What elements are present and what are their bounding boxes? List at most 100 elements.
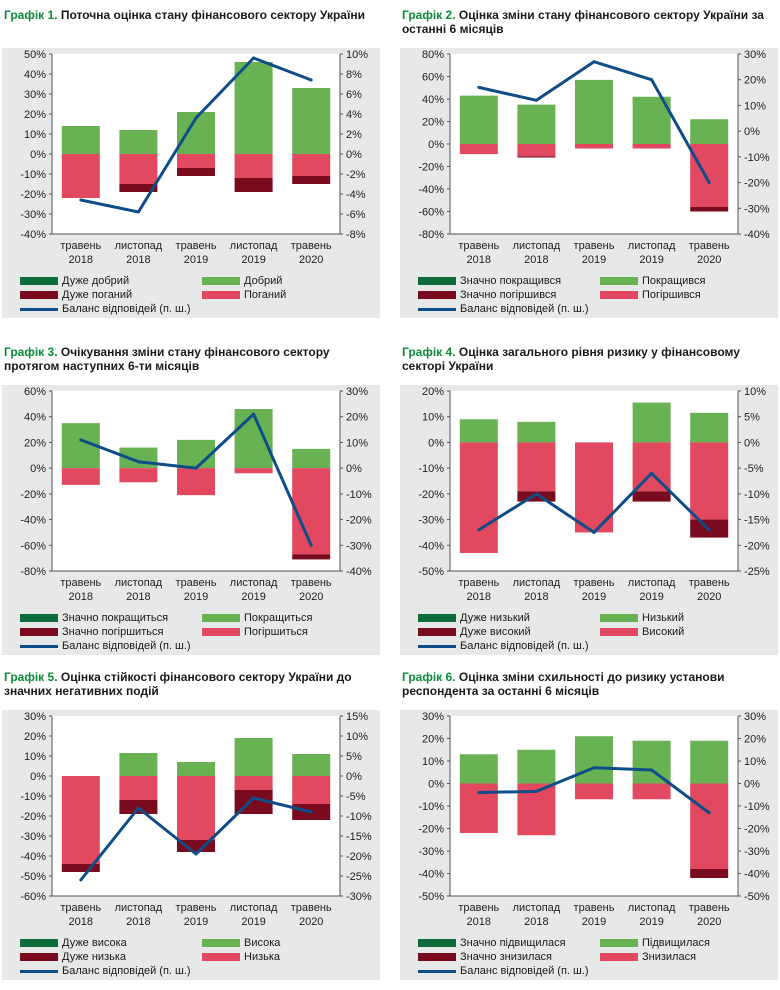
bar-positive <box>690 740 729 784</box>
x-tick-label-year: 2018 <box>69 591 93 603</box>
x-tick-label-month: травень <box>574 577 615 589</box>
legend-swatch <box>600 953 638 962</box>
right-tick-label: -40% <box>744 229 770 241</box>
x-tick-label-month: листопад <box>628 902 676 914</box>
x-tick-label-month: травень <box>574 902 615 914</box>
chart-panel-6: Графік 6. Оцінка зміни схильності до риз… <box>400 670 780 990</box>
legend-line-swatch <box>20 969 58 973</box>
left-tick-label: 10% <box>422 756 444 768</box>
bar-negative <box>61 776 100 864</box>
balance-point <box>707 528 711 532</box>
x-tick-label-year: 2018 <box>524 916 548 928</box>
x-tick-label-month: травень <box>689 240 730 252</box>
right-tick-label: 30% <box>744 49 766 61</box>
balance-point <box>650 78 654 82</box>
legend-swatch <box>20 628 58 637</box>
x-tick-label-year: 2019 <box>241 916 265 928</box>
right-tick-label: 10% <box>744 386 766 398</box>
right-tick-label: -10% <box>346 811 372 823</box>
right-tick-label: -4% <box>346 189 366 201</box>
x-tick-label-year: 2018 <box>69 254 93 266</box>
bar-positive <box>459 419 498 443</box>
chart-legend: Дуже низький Низький Дуже високий Високий Ба… <box>400 610 778 658</box>
legend-item-balance: Баланс відповідей (п. ш.) <box>418 302 589 316</box>
legend-label: Дуже низька <box>62 951 127 963</box>
chart-panel-5: Графік 5. Оцінка стійкості фінансового с… <box>2 670 382 990</box>
legend-item-balance: Баланс відповідей (п. ш.) <box>20 302 191 316</box>
x-tick-label-month: травень <box>689 902 730 914</box>
x-tick-label-year: 2019 <box>582 916 606 928</box>
left-tick-label: 20% <box>422 117 444 129</box>
right-tick-label: -20% <box>346 851 372 863</box>
bar-very-negative <box>176 168 216 176</box>
legend-line-swatch <box>20 644 58 648</box>
right-tick-label: 10% <box>744 100 766 112</box>
bar-very-negative <box>517 491 556 502</box>
bar-negative <box>61 154 100 198</box>
x-tick-label-month: листопад <box>513 240 561 252</box>
balance-point <box>534 789 538 793</box>
left-tick-label: -40% <box>20 851 46 863</box>
legend-item-positive: Покращиться <box>202 611 313 625</box>
bar-positive <box>292 754 331 776</box>
balance-point <box>252 796 256 800</box>
right-tick-label: 30% <box>744 711 766 723</box>
x-tick-label-month: травень <box>60 902 101 914</box>
bar-negative <box>690 144 729 207</box>
legend-label: Значно покращиться <box>62 612 169 624</box>
right-tick-label: -5% <box>744 463 764 475</box>
left-tick-label: -50% <box>418 566 444 578</box>
left-tick-label: 40% <box>24 412 46 424</box>
legend-item-balance: Баланс відповідей (п. ш.) <box>418 639 589 653</box>
legend-label: Дуже поганий <box>62 289 133 301</box>
legend-swatch <box>600 939 638 948</box>
x-tick-label-month: листопад <box>230 240 278 252</box>
left-tick-label: 30% <box>422 711 444 723</box>
legend-line-swatch <box>20 307 58 311</box>
right-tick-label: 8% <box>346 69 362 81</box>
left-tick-label: -10% <box>418 463 444 475</box>
legend-item-very-positive: Дуже низький <box>418 611 530 625</box>
plot-area: 30% 20% 10% 0% -10% -20% -30% -40% -50% -60% 15% 10… <box>2 710 380 980</box>
x-tick-label-year: 2018 <box>126 591 150 603</box>
legend-swatch <box>202 277 240 286</box>
legend-label: Баланс відповідей (п. ш.) <box>62 303 191 315</box>
x-tick-label-year: 2020 <box>697 591 721 603</box>
legend-swatch <box>202 614 240 623</box>
chart-legend: Значно покращиться Покращиться Значно погі… <box>2 610 380 658</box>
legend-label: Дуже високий <box>460 626 531 638</box>
legend-swatch <box>600 614 638 623</box>
bar-negative <box>459 442 498 553</box>
x-tick-label-month: листопад <box>115 240 163 252</box>
left-tick-label: 0% <box>428 139 444 151</box>
bar-positive <box>234 62 273 154</box>
balance-point <box>194 466 198 470</box>
left-tick-label: 0% <box>30 463 46 475</box>
legend-line-swatch <box>418 644 456 648</box>
balance-point <box>592 530 596 534</box>
bar-very-negative <box>234 178 273 192</box>
right-tick-label: -30% <box>744 203 770 215</box>
legend-swatch <box>202 628 240 637</box>
bar-very-negative <box>632 491 671 502</box>
legend-label: Значно покращився <box>460 275 562 287</box>
right-tick-label: -40% <box>744 869 770 881</box>
x-tick-label-month: травень <box>60 240 101 252</box>
legend-item-positive: Підвищилася <box>600 936 710 950</box>
left-tick-label: 0% <box>428 779 444 791</box>
balance-point <box>650 471 654 475</box>
legend-label: Покращиться <box>244 612 313 624</box>
legend-swatch <box>20 291 58 300</box>
balance-point <box>534 98 538 102</box>
balance-point <box>136 806 140 810</box>
x-tick-label-month: листопад <box>628 577 676 589</box>
left-tick-label: 30% <box>24 711 46 723</box>
x-tick-label-year: 2019 <box>184 591 208 603</box>
x-tick-label-year: 2018 <box>467 254 491 266</box>
left-tick-label: -60% <box>20 891 46 903</box>
chart-svg: 50% 40% 30% 20% 10% 0% -10% -20% -30% -40% 10% 8% 6%… <box>20 49 368 266</box>
right-tick-label: -50% <box>744 891 770 903</box>
x-tick-label-month: листопад <box>230 902 278 914</box>
balance-point <box>707 181 711 185</box>
right-tick-label: 0% <box>346 771 362 783</box>
